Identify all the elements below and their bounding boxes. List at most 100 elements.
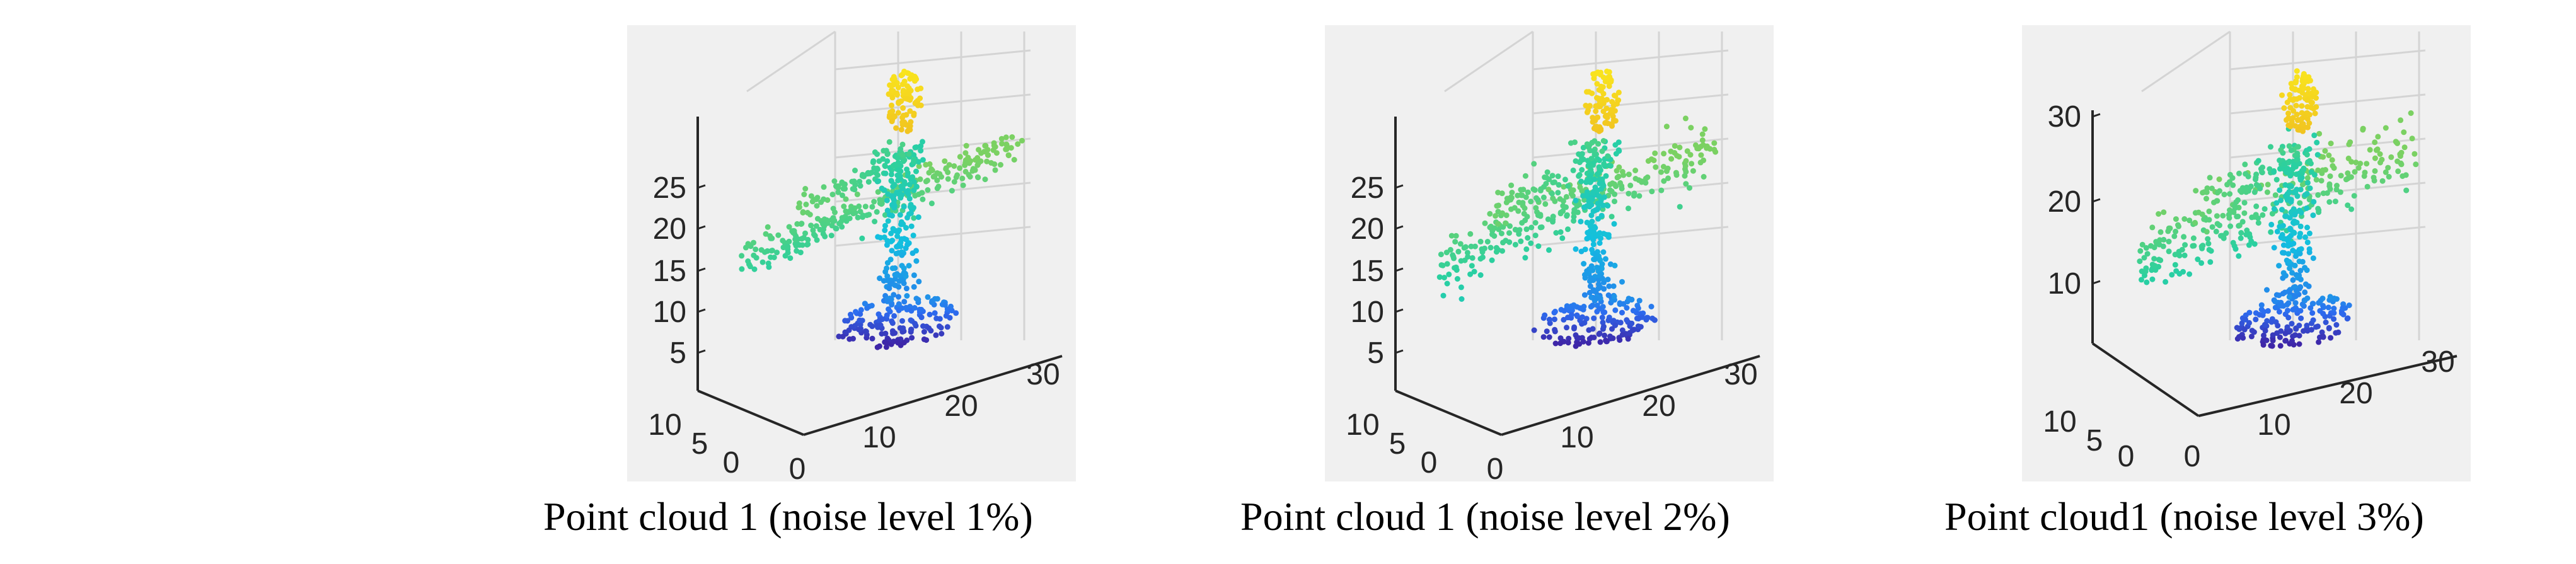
point xyxy=(2304,152,2310,158)
point xyxy=(2241,200,2248,206)
point xyxy=(2331,165,2337,171)
point xyxy=(884,273,891,279)
point xyxy=(1593,124,1600,130)
point xyxy=(2287,173,2294,179)
point xyxy=(2284,324,2290,330)
point xyxy=(897,212,903,218)
point xyxy=(2303,74,2309,80)
point xyxy=(1516,227,1523,233)
point xyxy=(1573,246,1579,252)
point xyxy=(984,158,990,164)
y-tick-label: 10 xyxy=(2043,405,2076,439)
point xyxy=(899,151,906,158)
point xyxy=(1629,296,1635,302)
point xyxy=(2296,207,2302,214)
point xyxy=(1586,336,1593,342)
point xyxy=(999,141,1005,147)
point xyxy=(1683,181,1689,187)
point xyxy=(785,250,791,256)
point xyxy=(1584,219,1590,226)
point xyxy=(2290,306,2296,313)
point xyxy=(2167,225,2173,231)
point xyxy=(1711,146,1718,153)
point xyxy=(820,221,826,227)
point xyxy=(886,114,892,120)
point xyxy=(1651,317,1658,323)
point xyxy=(953,310,959,316)
point xyxy=(904,173,911,179)
point xyxy=(2251,329,2257,335)
point xyxy=(1550,214,1556,219)
point xyxy=(2413,161,2419,168)
point xyxy=(1542,312,1548,318)
point xyxy=(2273,176,2280,183)
point xyxy=(835,189,841,195)
point xyxy=(2152,267,2159,273)
point xyxy=(2156,211,2162,217)
point xyxy=(1593,108,1599,114)
point xyxy=(2297,200,2303,206)
point xyxy=(2326,183,2333,189)
point xyxy=(1581,292,1588,298)
point xyxy=(771,255,777,260)
point xyxy=(1590,71,1597,78)
point xyxy=(881,234,887,240)
point xyxy=(1452,239,1458,245)
point xyxy=(884,260,891,266)
point xyxy=(944,324,950,330)
point xyxy=(2296,333,2302,339)
point xyxy=(875,311,882,318)
point xyxy=(901,340,907,346)
point xyxy=(886,306,892,313)
point xyxy=(1665,175,1671,181)
point xyxy=(1545,216,1551,222)
point xyxy=(869,204,875,210)
point xyxy=(898,127,904,133)
y-tick-label: 5 xyxy=(691,427,708,461)
point xyxy=(1579,306,1585,312)
point xyxy=(876,318,882,324)
point xyxy=(1597,193,1602,200)
point xyxy=(1503,220,1509,226)
z-tick-label: 10 xyxy=(1351,296,1384,329)
point xyxy=(2160,243,2166,250)
point xyxy=(1005,152,1012,158)
point xyxy=(2206,208,2212,214)
point xyxy=(852,168,858,173)
point xyxy=(2142,268,2149,275)
point xyxy=(2312,110,2318,117)
point xyxy=(2284,197,2290,203)
point xyxy=(1533,195,1539,201)
point xyxy=(2213,228,2219,234)
point xyxy=(1580,338,1586,345)
point xyxy=(2400,173,2406,179)
point xyxy=(1704,143,1710,149)
point xyxy=(1546,316,1552,323)
point xyxy=(2290,108,2297,114)
point xyxy=(1649,188,1655,195)
point xyxy=(1477,272,1484,278)
point xyxy=(1661,178,1667,184)
point xyxy=(2227,191,2233,197)
point xyxy=(1580,144,1586,151)
point xyxy=(1597,330,1603,337)
point xyxy=(2403,187,2410,193)
point xyxy=(896,167,902,173)
point xyxy=(2288,81,2294,87)
point xyxy=(850,207,856,213)
point xyxy=(1590,115,1596,121)
point xyxy=(1601,161,1607,167)
point xyxy=(745,258,751,264)
point xyxy=(2261,332,2267,338)
point xyxy=(1600,138,1607,144)
grid-line xyxy=(2229,226,2426,247)
point xyxy=(908,210,914,216)
point xyxy=(1489,257,1495,263)
point xyxy=(2280,236,2287,242)
point xyxy=(803,201,809,207)
point xyxy=(2313,89,2319,96)
point xyxy=(2325,304,2331,311)
point xyxy=(1606,83,1612,89)
